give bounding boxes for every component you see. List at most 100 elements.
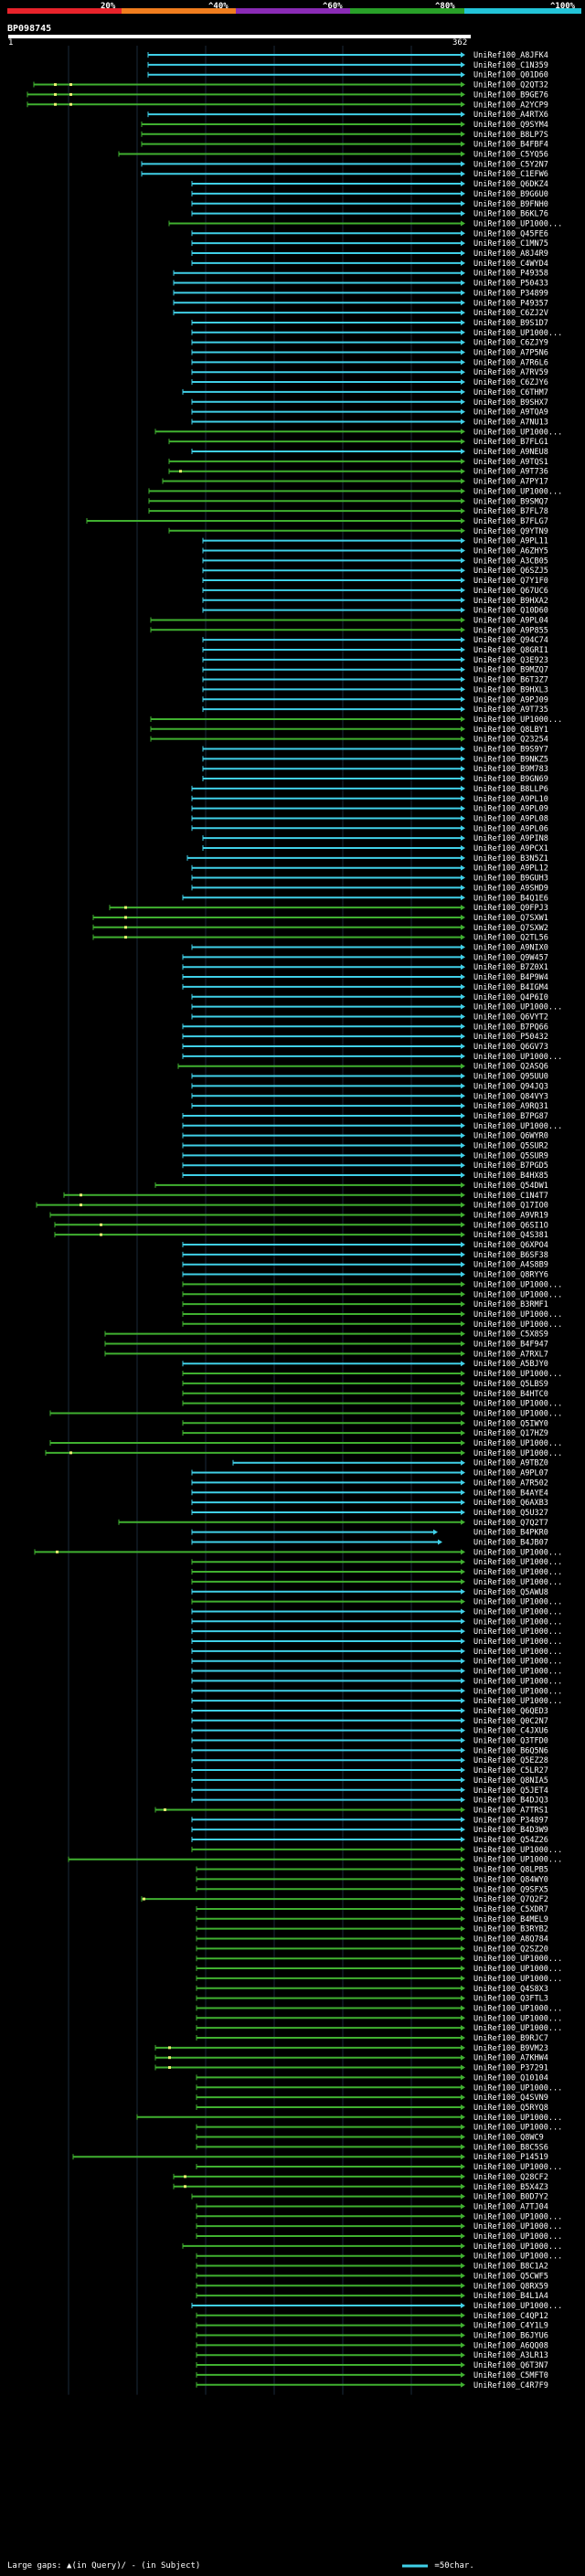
hit-id-label[interactable]: UniRef100_B9SHX7: [473, 398, 548, 408]
hit-id-label[interactable]: UniRef100_Q6VYT2: [473, 1012, 548, 1022]
alignment-row[interactable]: UniRef100_UP1000...: [182, 2242, 562, 2252]
hit-id-label[interactable]: UniRef100_Q3E923: [473, 656, 548, 665]
alignment-row[interactable]: UniRef100_A2YCP9: [27, 101, 548, 110]
alignment-row[interactable]: UniRef100_A9NIX0: [191, 944, 548, 953]
alignment-row[interactable]: UniRef100_Q28CF2: [173, 2173, 548, 2182]
hit-id-label[interactable]: UniRef100_A8JFK4: [473, 51, 548, 60]
hit-id-label[interactable]: UniRef100_A9TQA9: [473, 408, 548, 418]
alignment-row[interactable]: UniRef100_C5X8S9: [104, 1330, 548, 1340]
hit-id-label[interactable]: UniRef100_UP1000...: [473, 1598, 562, 1607]
hit-id-label[interactable]: UniRef100_B4P9W4: [473, 973, 548, 982]
hit-id-label[interactable]: UniRef100_Q28CF2: [473, 2173, 548, 2182]
hit-id-label[interactable]: UniRef100_A9PIN8: [473, 834, 548, 843]
hit-id-label[interactable]: UniRef100_Q54DW1: [473, 1182, 548, 1191]
hit-id-label[interactable]: UniRef100_Q5U327: [473, 1509, 548, 1518]
alignment-row[interactable]: UniRef100_B9GUH3: [191, 875, 548, 884]
hit-id-label[interactable]: UniRef100_P34899: [473, 289, 548, 298]
alignment-row[interactable]: UniRef100_Q6DKZ4: [191, 180, 548, 189]
alignment-row[interactable]: UniRef100_A9PL06: [191, 824, 548, 833]
hit-id-label[interactable]: UniRef100_UP1000...: [473, 1965, 562, 1974]
hit-id-label[interactable]: UniRef100_P14519: [473, 2153, 548, 2162]
alignment-row[interactable]: UniRef100_UP1000...: [191, 2302, 562, 2311]
alignment-row[interactable]: UniRef100_UP1000...: [191, 1558, 562, 1567]
hit-id-label[interactable]: UniRef100_C6THM7: [473, 388, 548, 398]
alignment-row[interactable]: UniRef100_Q8RYY6: [182, 1271, 548, 1280]
hit-id-label[interactable]: UniRef100_UP1000...: [473, 1846, 562, 1855]
hit-id-label[interactable]: UniRef100_B3RMF1: [473, 1300, 548, 1309]
hit-id-label[interactable]: UniRef100_B4PKR0: [473, 1529, 548, 1538]
hit-id-label[interactable]: UniRef100_C5YQ56: [473, 151, 548, 160]
alignment-row[interactable]: UniRef100_Q6WYR0: [182, 1132, 548, 1141]
hit-id-label[interactable]: UniRef100_Q6GV73: [473, 1043, 548, 1052]
alignment-row[interactable]: UniRef100_P50432: [182, 1033, 548, 1042]
hit-id-label[interactable]: UniRef100_Q17IO0: [473, 1202, 548, 1211]
hit-id-label[interactable]: UniRef100_B4FBF4: [473, 141, 548, 150]
hit-id-label[interactable]: UniRef100_Q7Q2T7: [473, 1519, 548, 1528]
alignment-row[interactable]: UniRef100_B9M783: [202, 765, 548, 774]
alignment-row[interactable]: UniRef100_Q10D60: [202, 607, 548, 616]
alignment-row[interactable]: UniRef100_B6Q5N6: [191, 1746, 548, 1755]
hit-id-label[interactable]: UniRef100_UP1000...: [473, 1955, 562, 1964]
alignment-row[interactable]: UniRef100_Q8GRI1: [202, 646, 548, 655]
alignment-row[interactable]: UniRef100_UP1000...: [196, 2004, 562, 2013]
alignment-row[interactable]: UniRef100_UP1000...: [191, 1697, 562, 1706]
alignment-row[interactable]: UniRef100_Q8LPB5: [196, 1866, 548, 1875]
alignment-row[interactable]: UniRef100_A7TJ04: [196, 2202, 548, 2211]
hit-id-label[interactable]: UniRef100_UP1000...: [473, 487, 562, 496]
alignment-row[interactable]: UniRef100_C1EFW6: [141, 170, 548, 179]
hit-id-label[interactable]: UniRef100_Q2SZ20: [473, 1945, 548, 1954]
alignment-row[interactable]: UniRef100_Q2ASQ6: [177, 1063, 548, 1072]
alignment-row[interactable]: UniRef100_B9SHX7: [191, 398, 548, 408]
hit-id-label[interactable]: UniRef100_B9S9Y7: [473, 746, 548, 755]
alignment-row[interactable]: UniRef100_A4RTX6: [147, 111, 548, 120]
hit-id-label[interactable]: UniRef100_A9RQ31: [473, 1102, 548, 1111]
hit-id-label[interactable]: UniRef100_UP1000...: [473, 329, 562, 338]
hit-id-label[interactable]: UniRef100_C6ZJ2V: [473, 309, 548, 318]
hit-id-label[interactable]: UniRef100_UP1000...: [473, 1280, 562, 1289]
alignment-row[interactable]: UniRef100_C4WYD4: [191, 260, 548, 269]
alignment-row[interactable]: UniRef100_A9VR19: [49, 1211, 548, 1220]
alignment-row[interactable]: UniRef100_A7NU13: [191, 418, 548, 427]
alignment-row[interactable]: UniRef100_A3CB05: [202, 557, 548, 566]
alignment-row[interactable]: UniRef100_Q94C74: [202, 636, 548, 645]
hit-id-label[interactable]: UniRef100_Q95UU0: [473, 1073, 548, 1082]
hit-id-label[interactable]: UniRef100_UP1000...: [473, 1627, 562, 1637]
alignment-row[interactable]: UniRef100_B8C5S6: [196, 2143, 548, 2152]
hit-id-label[interactable]: UniRef100_P50432: [473, 1033, 548, 1042]
alignment-row[interactable]: UniRef100_C1MN75: [191, 239, 548, 249]
hit-id-label[interactable]: UniRef100_Q2TL56: [473, 934, 548, 943]
hit-id-label[interactable]: UniRef100_UP1000...: [473, 1310, 562, 1320]
hit-id-label[interactable]: UniRef100_Q5AWU8: [473, 1588, 548, 1597]
alignment-row[interactable]: UniRef100_A9PJ09: [202, 695, 548, 705]
alignment-row[interactable]: UniRef100_Q2QT32: [33, 81, 548, 90]
hit-id-label[interactable]: UniRef100_A9PL09: [473, 805, 548, 814]
alignment-row[interactable]: UniRef100_B9NKZ5: [202, 755, 548, 764]
hit-id-label[interactable]: UniRef100_A7R502: [473, 1479, 548, 1488]
alignment-row[interactable]: UniRef100_B7FL78: [148, 507, 548, 516]
alignment-row[interactable]: UniRef100_C1N4T7: [63, 1192, 548, 1201]
hit-id-label[interactable]: UniRef100_UP1000...: [473, 1687, 562, 1696]
alignment-row[interactable]: UniRef100_UP1000...: [148, 487, 562, 496]
alignment-row[interactable]: UniRef100_Q5AWU8: [191, 1588, 548, 1597]
hit-id-label[interactable]: UniRef100_B4Q1E6: [473, 894, 548, 903]
alignment-row[interactable]: UniRef100_A9TQS1: [168, 458, 548, 467]
alignment-row[interactable]: UniRef100_UP1000...: [49, 1439, 562, 1448]
hit-id-label[interactable]: UniRef100_Q94JQ3: [473, 1082, 548, 1091]
hit-id-label[interactable]: UniRef100_C5MFT0: [473, 2371, 548, 2380]
hit-id-label[interactable]: UniRef100_UP1000...: [473, 1677, 562, 1686]
alignment-row[interactable]: UniRef100_UP1000...: [196, 2083, 562, 2093]
alignment-row[interactable]: UniRef100_Q8WC9: [196, 2134, 544, 2143]
hit-id-label[interactable]: UniRef100_UP1000...: [473, 219, 562, 228]
hit-id-label[interactable]: UniRef100_UP1000...: [473, 1607, 562, 1617]
alignment-row[interactable]: UniRef100_Q45FE6: [191, 229, 548, 239]
hit-id-label[interactable]: UniRef100_Q9SYM4: [473, 121, 548, 130]
alignment-row[interactable]: UniRef100_Q6XPO4: [182, 1241, 548, 1250]
hit-id-label[interactable]: UniRef100_Q94C74: [473, 636, 548, 645]
hit-id-label[interactable]: UniRef100_C4R7F9: [473, 2381, 548, 2390]
hit-id-label[interactable]: UniRef100_B8LP7S: [473, 131, 548, 140]
hit-id-label[interactable]: UniRef100_A9PL08: [473, 814, 548, 823]
alignment-row[interactable]: UniRef100_A9PL09: [191, 805, 548, 814]
hit-id-label[interactable]: UniRef100_C5Y2N7: [473, 160, 548, 169]
alignment-row[interactable]: UniRef100_Q8LBY1: [150, 726, 548, 735]
alignment-row[interactable]: UniRef100_A7RV59: [191, 368, 548, 377]
